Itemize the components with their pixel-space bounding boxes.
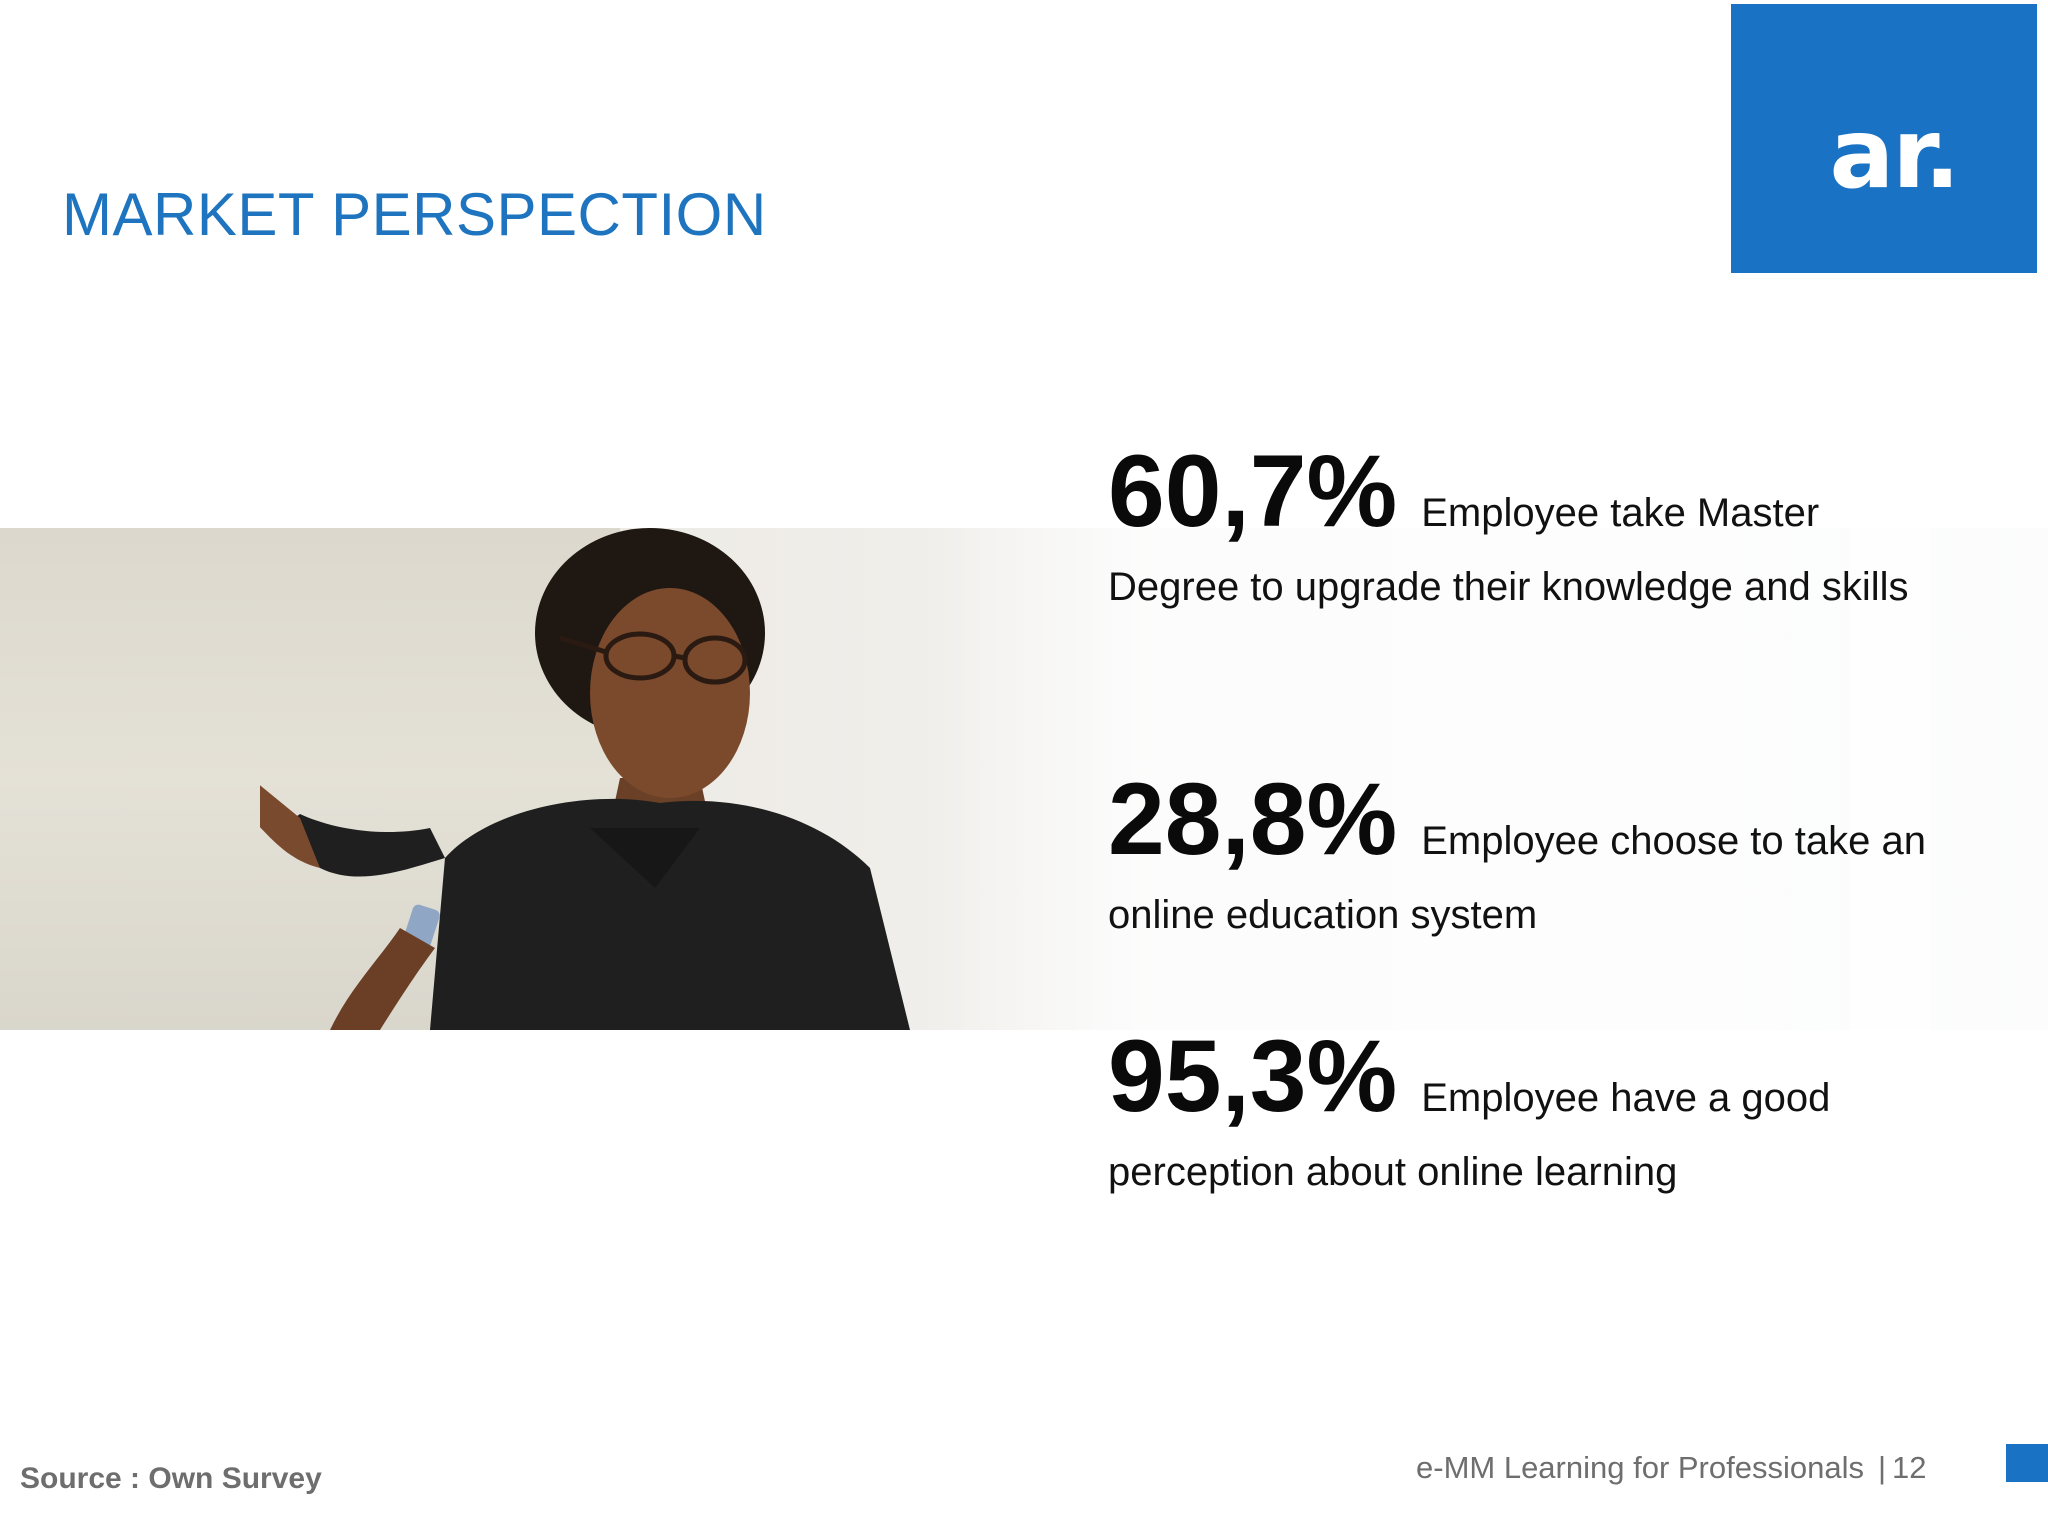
stat-item: 28,8% Employee choose to take an online e… <box>1108 768 2008 942</box>
corner-accent <box>2006 1444 2048 1482</box>
teacher-figure <box>260 528 910 1030</box>
stat-value: 28,8% <box>1108 762 1398 876</box>
stat-item: 95,3% Employee have a good perception abo… <box>1108 1025 2008 1199</box>
stat-description: Degree to upgrade their knowledge and sk… <box>1108 565 1909 609</box>
slide-title: MARKET PERSPECTION <box>62 181 767 248</box>
stat-value: 95,3% <box>1108 1019 1398 1133</box>
stat-lead-text: Employee choose to take an <box>1421 819 1926 863</box>
footer-title: e-MM Learning for Professionals <box>1416 1450 1864 1485</box>
stat-description: perception about online learning <box>1108 1150 1678 1194</box>
photo-teacher-pointing <box>0 528 2048 1030</box>
source-note: Source : Own Survey <box>20 1462 322 1495</box>
footer-separator: | <box>1877 1450 1887 1485</box>
stat-description: online education system <box>1108 893 1538 937</box>
page-number: 12 <box>1892 1450 1927 1485</box>
photo-fade <box>920 528 2048 1030</box>
stat-lead-text: Employee take Master <box>1421 491 1820 535</box>
footer: e-MM Learning for Professionals | 12 <box>1416 1450 1927 1486</box>
stat-item: 60,7% Employee take Master Degree to upgr… <box>1108 440 2008 614</box>
logo-text: ar. <box>1829 98 1961 210</box>
stat-value: 60,7% <box>1108 434 1398 548</box>
brand-logo: ar. <box>1731 4 2037 273</box>
stat-lead-text: Employee have a good <box>1421 1076 1831 1120</box>
